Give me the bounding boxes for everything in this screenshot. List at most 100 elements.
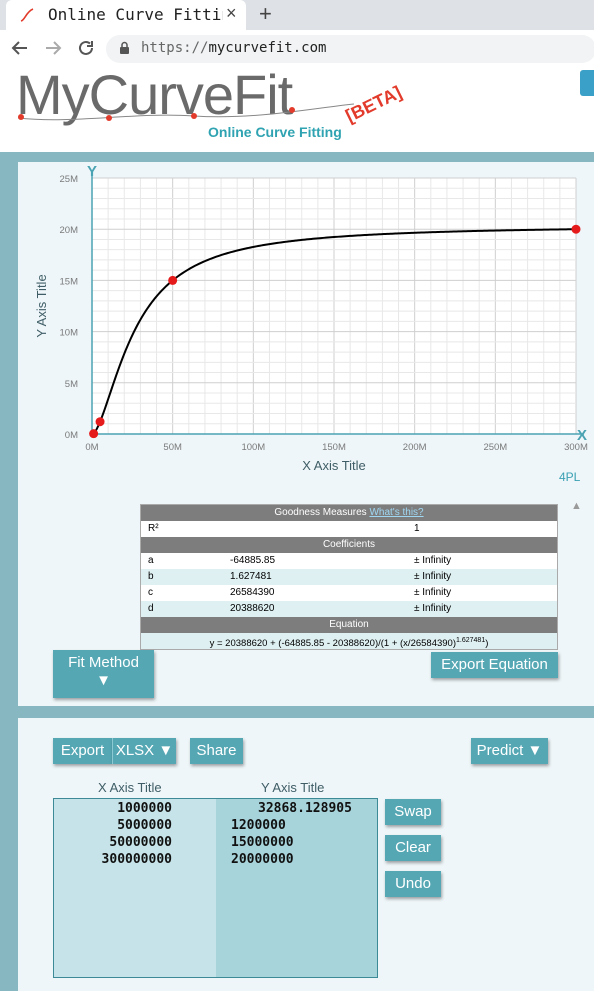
- fit-method-button[interactable]: Fit Method ▼: [53, 650, 154, 698]
- url-scheme: https://: [141, 40, 209, 56]
- reload-icon[interactable]: [77, 39, 95, 57]
- tab-title: Online Curve Fitting: [48, 5, 223, 24]
- browser-tab-strip: Online Curve Fitting × +: [0, 0, 594, 30]
- x-tick-label: 100M: [241, 442, 265, 453]
- coefficient-value: 1.627481: [230, 571, 272, 582]
- r2-row: R² 1: [141, 521, 557, 537]
- curve-favicon-icon: [20, 8, 34, 22]
- coefficient-error: ± Infinity: [414, 571, 452, 582]
- y-column-header: Y Axis Title: [261, 780, 325, 795]
- y-axis-title: Y Axis Title: [34, 274, 49, 337]
- clear-button[interactable]: Clear: [385, 835, 441, 861]
- coefficient-name: b: [148, 571, 154, 582]
- x-data-column[interactable]: 1000000 5000000 50000000 300000000: [54, 799, 216, 977]
- swap-button[interactable]: Swap: [385, 799, 441, 825]
- coefficient-row: b 1.627481 ± Infinity: [141, 569, 557, 585]
- goodness-title: Goodness Measures: [274, 507, 367, 518]
- chart-panel: Y X 0M 50M 100M 150M 200M 250M 300M 0M 5M 10M 15M 20M…: [18, 162, 594, 706]
- y-value[interactable]: 15000000: [231, 835, 294, 850]
- y-tick-label: 15M: [60, 276, 79, 287]
- data-entry-table[interactable]: 1000000 5000000 50000000 300000000 32868…: [53, 798, 378, 978]
- y-axis-handle-icon: Y: [87, 163, 97, 180]
- export-equation-button[interactable]: Export Equation: [431, 652, 558, 678]
- x-value[interactable]: 1000000: [117, 801, 172, 816]
- y-tick-label: 0M: [65, 430, 78, 441]
- x-value[interactable]: 5000000: [117, 818, 172, 833]
- browser-tab[interactable]: Online Curve Fitting ×: [6, 0, 246, 30]
- y-tick-label: 5M: [65, 379, 78, 390]
- data-point: [168, 275, 178, 285]
- x-axis-title: X Axis Title: [302, 458, 366, 473]
- coefficient-row: a -64885.85 ± Infinity: [141, 553, 557, 569]
- goodness-header: Goodness Measures What's this?: [141, 505, 557, 521]
- lock-icon: [120, 41, 129, 54]
- r2-label: R²: [148, 523, 159, 534]
- data-section: Export XLSX ▼ Share Predict ▼ X Axis Tit…: [0, 718, 594, 991]
- data-point: [89, 429, 99, 439]
- x-value[interactable]: 50000000: [109, 835, 172, 850]
- equation-text: y = 20388620 + (-64885.85 - 20388620)/(1…: [141, 633, 557, 649]
- coefficient-name: d: [148, 603, 154, 614]
- y-value[interactable]: 32868.128905: [258, 801, 352, 816]
- curve-type-label[interactable]: 4PL: [559, 470, 581, 484]
- x-tick-label: 50M: [163, 442, 182, 453]
- close-tab-icon[interactable]: ×: [226, 3, 237, 23]
- chart-section: Y X 0M 50M 100M 150M 200M 250M 300M 0M 5M 10M 15M 20M…: [0, 152, 594, 712]
- back-icon[interactable]: [11, 39, 29, 57]
- coefficient-row: d 20388620 ± Infinity: [141, 601, 557, 617]
- x-tick-label: 200M: [403, 442, 427, 453]
- address-bar[interactable]: https://mycurvefit.com: [106, 35, 594, 63]
- collapse-results-icon[interactable]: ▲: [571, 500, 582, 512]
- coefficient-error: ± Infinity: [414, 603, 452, 614]
- logo-subtitle: Online Curve Fitting: [208, 124, 342, 140]
- coefficient-value: 20388620: [230, 603, 275, 614]
- site-logo[interactable]: MyCurveFit Online Curve Fitting [BETA]: [14, 63, 414, 148]
- coefficient-value: -64885.85: [230, 555, 276, 566]
- y-tick-label: 25M: [60, 174, 79, 185]
- curve-chart[interactable]: Y X 0M 50M 100M 150M 200M 250M 300M 0M 5M 10M 15M 20M…: [18, 162, 594, 492]
- fit-method-label: Fit Method: [68, 654, 139, 671]
- twitter-icon[interactable]: [580, 70, 594, 96]
- coefficient-name: c: [148, 587, 153, 598]
- coefficients-header: Coefficients: [141, 537, 557, 553]
- coefficient-error: ± Infinity: [414, 555, 452, 566]
- data-point: [95, 417, 105, 427]
- logo-curve-icon: [17, 103, 355, 121]
- x-tick-label: 300M: [564, 442, 588, 453]
- data-panel: Export XLSX ▼ Share Predict ▼ X Axis Tit…: [18, 718, 594, 991]
- equation-end: ): [485, 638, 489, 650]
- coefficient-name: a: [148, 555, 154, 566]
- export-button[interactable]: Export: [53, 738, 112, 764]
- forward-icon[interactable]: [44, 39, 62, 57]
- coefficient-error: ± Infinity: [414, 587, 452, 598]
- x-value[interactable]: 300000000: [101, 852, 172, 867]
- x-tick-label: 150M: [322, 442, 346, 453]
- predict-button[interactable]: Predict ▼: [471, 738, 548, 764]
- url-host: mycurvefit.com: [208, 40, 327, 56]
- coefficient-value: 26584390: [230, 587, 275, 598]
- equation-main: y = 20388620 + (-64885.85 - 20388620)/(1…: [209, 638, 457, 650]
- y-value[interactable]: 20000000: [231, 852, 294, 867]
- equation-header: Equation: [141, 617, 557, 633]
- chevron-down-icon: ▼: [96, 672, 111, 689]
- r2-value: 1: [414, 523, 420, 534]
- coefficient-row: c 26584390 ± Infinity: [141, 585, 557, 601]
- x-axis-handle-icon: X: [577, 427, 587, 444]
- y-data-column[interactable]: 32868.128905 1200000 15000000 20000000: [216, 799, 377, 977]
- y-tick-label: 20M: [60, 225, 79, 236]
- site-header: MyCurveFit Online Curve Fitting [BETA]: [0, 63, 594, 152]
- export-format-dropdown[interactable]: XLSX ▼: [112, 738, 176, 764]
- equation-exponent: 1.627481: [456, 637, 486, 644]
- y-tick-label: 10M: [60, 328, 79, 339]
- new-tab-icon[interactable]: +: [259, 1, 272, 26]
- data-point: [571, 224, 581, 234]
- section-divider: [0, 712, 594, 718]
- x-tick-label: 0M: [85, 442, 98, 453]
- x-column-header: X Axis Title: [98, 780, 162, 795]
- x-tick-label: 250M: [483, 442, 507, 453]
- y-value[interactable]: 1200000: [231, 818, 286, 833]
- share-button[interactable]: Share: [190, 738, 243, 764]
- browser-toolbar: https://mycurvefit.com: [0, 30, 594, 68]
- undo-button[interactable]: Undo: [385, 871, 441, 897]
- whats-this-link[interactable]: What's this?: [369, 507, 424, 518]
